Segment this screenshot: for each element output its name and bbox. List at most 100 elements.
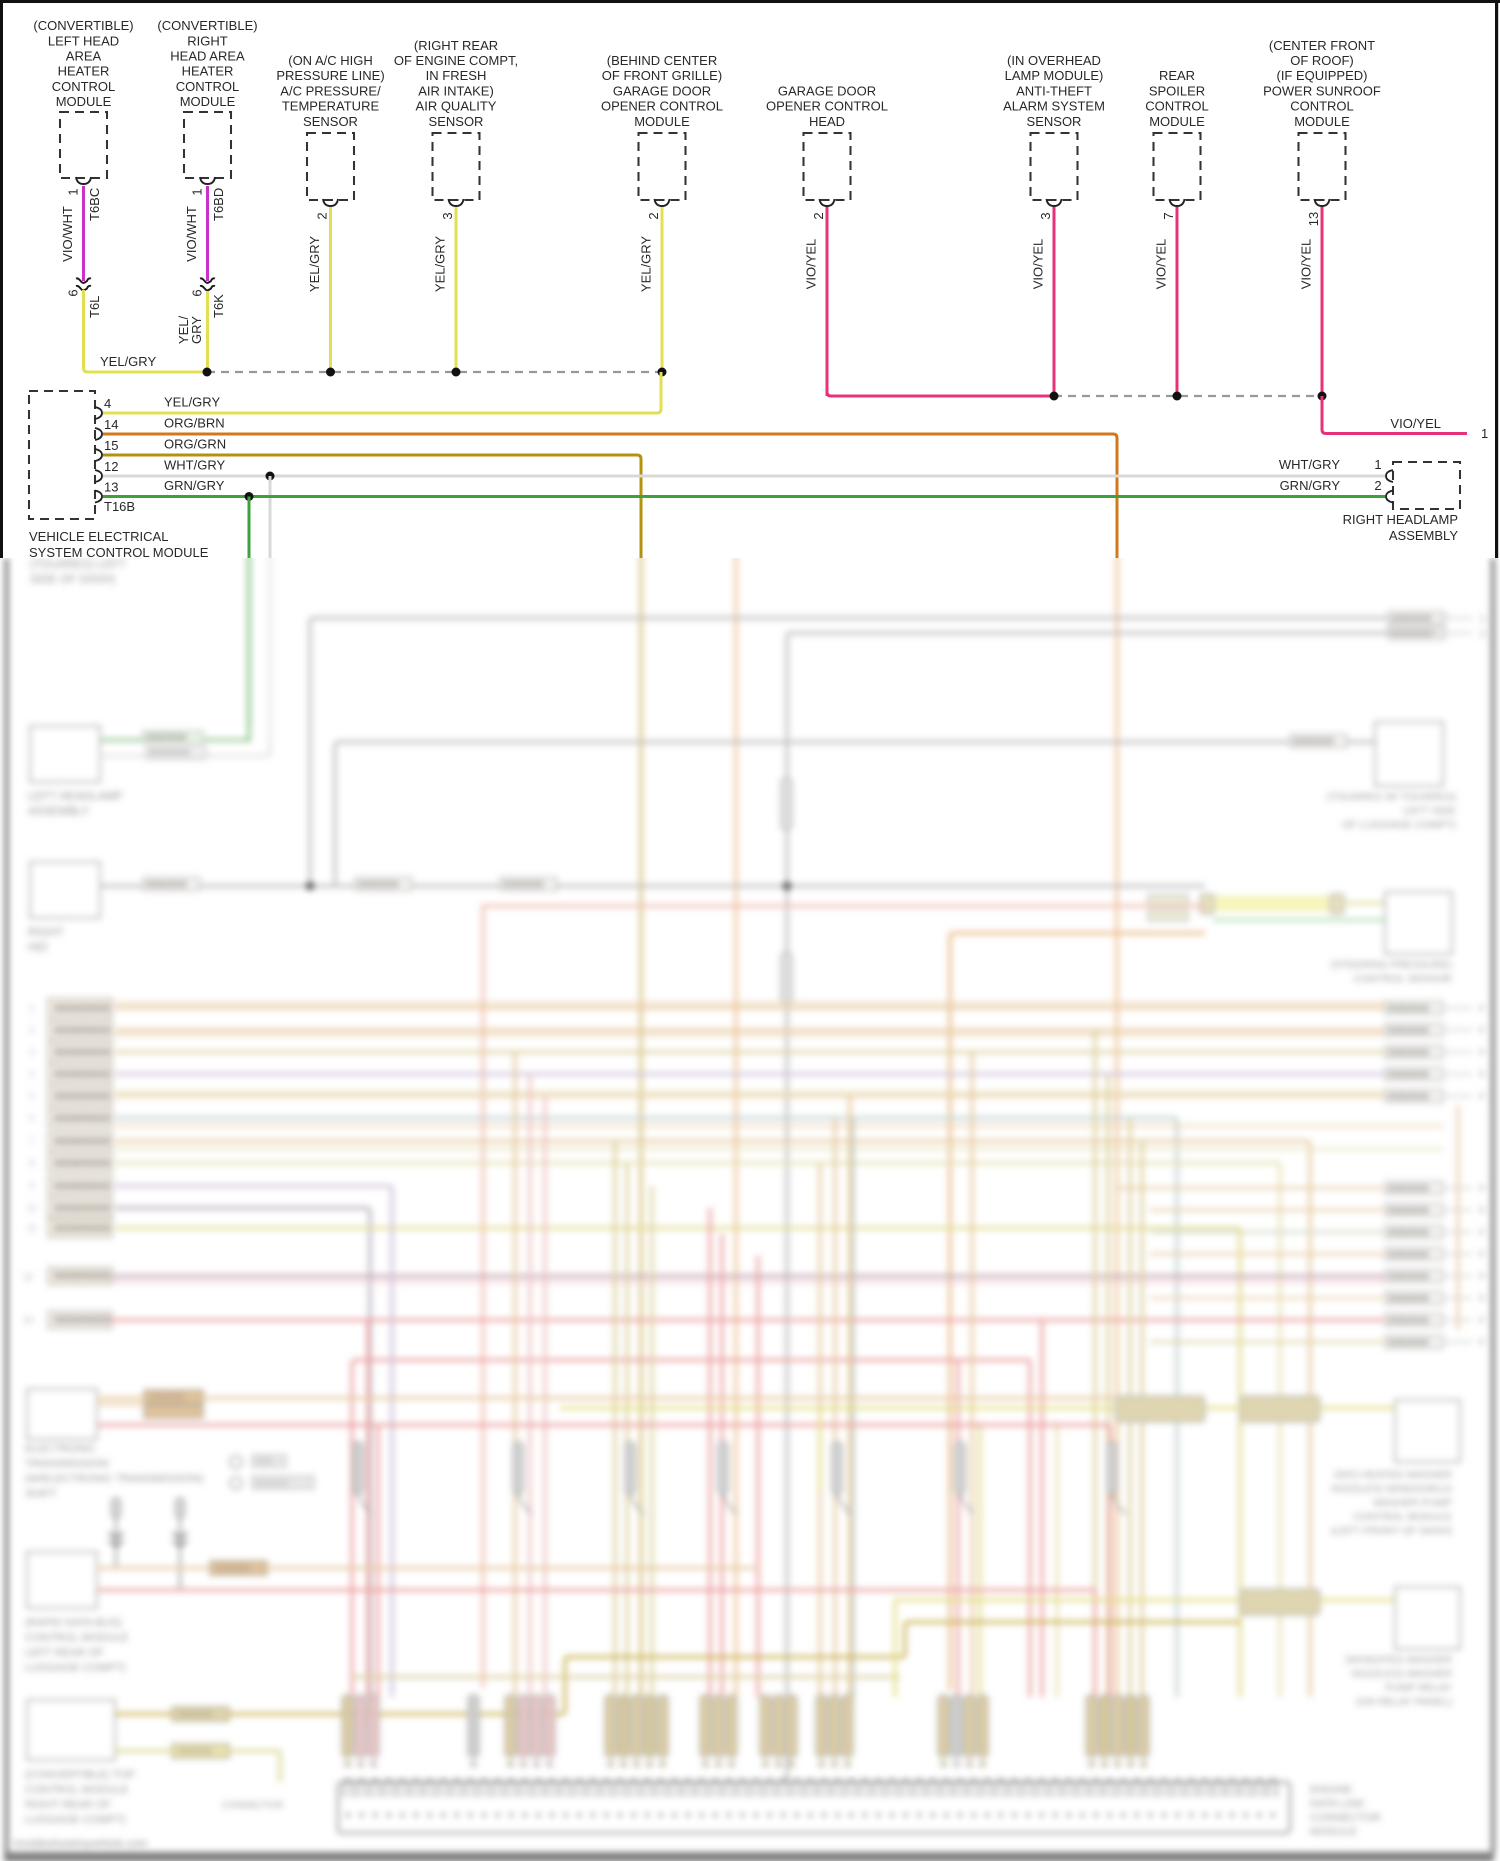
svg-text:(W/O HEATED WASHER: (W/O HEATED WASHER <box>1334 1469 1452 1481</box>
svg-text:HEAD: HEAD <box>809 114 845 129</box>
svg-text:(IN OVERHEAD: (IN OVERHEAD <box>1007 53 1101 68</box>
svg-text:WHT/GRY: WHT/GRY <box>164 458 225 473</box>
svg-text:13: 13 <box>1306 212 1321 226</box>
svg-text:CONTROL: CONTROL <box>1290 99 1354 114</box>
svg-text:(CONVERTIBLE) TOP: (CONVERTIBLE) TOP <box>25 1769 135 1781</box>
svg-text:GRN/GRY: GRN/GRY <box>1280 478 1341 493</box>
svg-text:(STEERING PRESSURE): (STEERING PRESSURE) <box>1331 959 1452 971</box>
svg-text:12: 12 <box>23 1272 33 1282</box>
svg-text:CONTROL SENSOR: CONTROL SENSOR <box>1354 973 1453 985</box>
svg-text:DATA LINK: DATA LINK <box>1310 1798 1365 1810</box>
svg-text:OF LUGGAGE COMPT): OF LUGGAGE COMPT) <box>1342 819 1456 831</box>
svg-text:XXX/XXX: XXX/XXX <box>1388 1092 1429 1103</box>
svg-text:(BEHIND CENTER: (BEHIND CENTER <box>607 53 718 68</box>
svg-text:HID: HID <box>28 942 48 954</box>
svg-text:troubleshootmyvehicle.com: troubleshootmyvehicle.com <box>14 1838 147 1850</box>
svg-text:XXX/XXX: XXX/XXX <box>1388 1048 1429 1059</box>
svg-text:14: 14 <box>104 417 118 432</box>
svg-text:OF FRONT GRILLE): OF FRONT GRILLE) <box>602 68 722 83</box>
svg-text:TEMPERATURE: TEMPERATURE <box>282 99 380 114</box>
svg-text:LAMP MODULE): LAMP MODULE) <box>1005 68 1104 83</box>
svg-text:T6BC: T6BC <box>87 188 102 221</box>
svg-text:OF ROOF): OF ROOF) <box>1290 53 1354 68</box>
svg-text:XXXX/XXXX: XXXX/XXXX <box>54 1159 110 1170</box>
svg-text:9: 9 <box>29 1181 34 1191</box>
svg-text:T6K: T6K <box>211 294 226 318</box>
svg-text:YEL/GRY: YEL/GRY <box>307 236 322 292</box>
svg-text:VIO/WHT: VIO/WHT <box>184 206 199 262</box>
svg-text:YEL/GRY: YEL/GRY <box>639 236 654 292</box>
svg-text:9: 9 <box>1479 1069 1484 1079</box>
svg-text:XXX/XXX: XXX/XXX <box>1388 1004 1429 1015</box>
svg-text:XXXX/XXXX: XXXX/XXXX <box>54 1004 110 1015</box>
svg-text:(RAPID DATA BUS): (RAPID DATA BUS) <box>25 1617 122 1629</box>
svg-text:XXX/XXX: XXX/XXX <box>503 880 544 891</box>
svg-text:XXX: XXX <box>256 1457 273 1466</box>
svg-text:GRN/GRY: GRN/GRY <box>164 478 225 493</box>
svg-text:AIR INTAKE): AIR INTAKE) <box>418 83 494 98</box>
svg-text:IN FRESH: IN FRESH <box>426 68 487 83</box>
svg-text:CONTROL MODULE: CONTROL MODULE <box>25 1784 129 1796</box>
svg-text:VIO/YEL: VIO/YEL <box>1154 239 1169 290</box>
svg-text:7: 7 <box>29 1136 34 1146</box>
svg-text:LUGGAGE COMPT): LUGGAGE COMPT) <box>25 1662 126 1674</box>
svg-text:CONTROL: CONTROL <box>52 79 116 94</box>
svg-text:MODULE: MODULE <box>1294 114 1350 129</box>
svg-text:GRY: GRY <box>189 316 204 344</box>
svg-text:1: 1 <box>29 1003 34 1013</box>
svg-text:4: 4 <box>29 1069 34 1079</box>
svg-text:NOZZLES) WASHER: NOZZLES) WASHER <box>1351 1668 1452 1680</box>
svg-text:RIGHT: RIGHT <box>28 927 64 939</box>
svg-text:9: 9 <box>1479 1183 1484 1193</box>
svg-text:T6BD: T6BD <box>211 188 226 221</box>
svg-text:(ON RELAY PANEL): (ON RELAY PANEL) <box>1356 1696 1452 1708</box>
svg-text:SENSOR: SENSOR <box>303 114 358 129</box>
svg-text:12: 12 <box>104 459 118 474</box>
svg-text:XXXX/XXXX: XXXX/XXXX <box>54 1070 110 1081</box>
svg-text:SPOILER: SPOILER <box>1149 83 1205 98</box>
svg-text:LUGGAGE COMPT): LUGGAGE COMPT) <box>25 1814 126 1826</box>
svg-text:SENSOR: SENSOR <box>429 114 484 129</box>
svg-text:1: 1 <box>1481 426 1488 441</box>
svg-text:MODULE: MODULE <box>1149 114 1205 129</box>
svg-text:(W/ELECTRONIC TRANSMISSION): (W/ELECTRONIC TRANSMISSION) <box>25 1473 203 1485</box>
svg-text:MODULE: MODULE <box>634 114 690 129</box>
svg-text:HEAD AREA: HEAD AREA <box>170 49 245 64</box>
svg-text:PRESSURE LINE): PRESSURE LINE) <box>276 68 384 83</box>
svg-text:A/C PRESSURE/: A/C PRESSURE/ <box>280 83 381 98</box>
svg-text:XXX/XXX: XXX/XXX <box>358 880 399 891</box>
svg-text:CONNECTOR: CONNECTOR <box>222 1800 283 1811</box>
svg-text:6: 6 <box>66 289 81 296</box>
svg-text:MODULE: MODULE <box>56 94 112 109</box>
svg-text:14: 14 <box>23 1315 33 1325</box>
svg-text:(TOUAREG) LEFT: (TOUAREG) LEFT <box>30 559 126 571</box>
svg-text:4: 4 <box>104 396 111 411</box>
svg-text:XXXX/XXXX: XXXX/XXXX <box>54 1026 110 1037</box>
svg-text:9: 9 <box>1479 1337 1484 1347</box>
svg-text:OF ENGINE COMPT,: OF ENGINE COMPT, <box>394 53 518 68</box>
svg-text:XXX/XXX: XXX/XXX <box>1388 1272 1429 1283</box>
svg-text:5: 5 <box>29 1091 34 1101</box>
svg-text:WASHER PUMP: WASHER PUMP <box>1373 1497 1452 1509</box>
svg-text:3: 3 <box>1038 212 1053 219</box>
svg-text:AREA: AREA <box>66 49 102 64</box>
svg-text:XXXX/XXXX: XXXX/XXXX <box>54 1224 110 1235</box>
svg-text:LEFT SIDE: LEFT SIDE <box>1403 805 1456 817</box>
svg-text:2: 2 <box>1480 629 1486 640</box>
svg-text:YEL/GRY: YEL/GRY <box>100 354 156 369</box>
svg-text:T16B: T16B <box>104 499 135 514</box>
svg-text:ORG/GRN: ORG/GRN <box>164 437 226 452</box>
svg-text:XXX/XXX: XXX/XXX <box>150 1393 185 1402</box>
svg-text:YEL/: YEL/ <box>176 316 191 345</box>
svg-text:6: 6 <box>190 289 205 296</box>
svg-text:XXXX/XXXX: XXXX/XXXX <box>54 1114 110 1125</box>
svg-text:2: 2 <box>29 1025 34 1035</box>
svg-text:XXXX/XXXX: XXXX/XXXX <box>54 1048 110 1059</box>
svg-text:YEL/GRY: YEL/GRY <box>164 395 220 410</box>
svg-text:1: 1 <box>66 188 81 195</box>
svg-text:1: 1 <box>1374 457 1381 472</box>
svg-text:LEFT HEADLAMP: LEFT HEADLAMP <box>28 791 123 803</box>
svg-text:XXX/XXX: XXX/XXX <box>1388 1026 1429 1037</box>
svg-text:15: 15 <box>104 438 118 453</box>
svg-text:VIO/YEL: VIO/YEL <box>1031 239 1046 290</box>
